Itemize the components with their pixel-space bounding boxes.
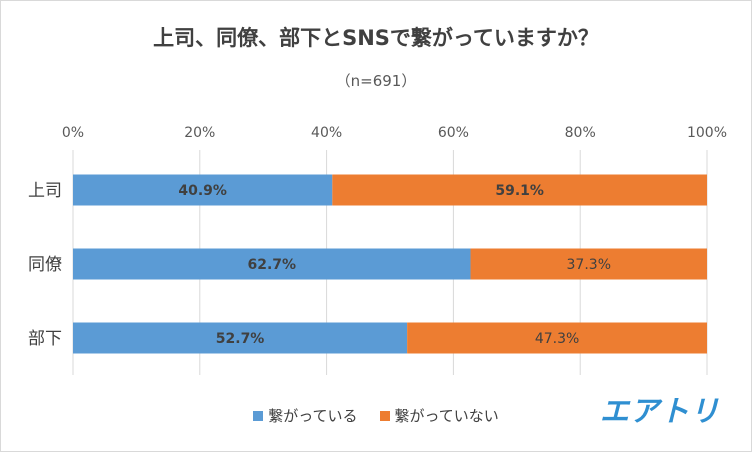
- bar-segment: [73, 322, 408, 354]
- bar-segment: [73, 174, 333, 206]
- x-tick-label: 100%: [687, 125, 727, 141]
- bar-segment: [73, 248, 471, 280]
- bar-segment: [332, 174, 707, 206]
- x-tick-label: 80%: [565, 125, 596, 141]
- category-label: 部下: [28, 329, 62, 349]
- legend-label-not-connected: 繋がっていない: [394, 407, 499, 425]
- legend-item-connected: 繋がっている: [253, 405, 358, 426]
- data-label: 59.1%: [495, 183, 544, 199]
- legend-swatch-connected: [253, 410, 264, 421]
- legend-label-connected: 繋がっている: [268, 407, 358, 425]
- brand-logo: エアトリ: [600, 394, 721, 428]
- bar-segment: [470, 248, 707, 280]
- x-tick-label: 20%: [184, 125, 215, 141]
- chart-title: 上司、同僚、部下とSNSで繋がっていますか？: [153, 26, 599, 50]
- x-tick-label: 0%: [62, 125, 84, 141]
- chart-subtitle: （n=691）: [335, 72, 417, 90]
- data-label: 62.7%: [247, 257, 296, 273]
- chart-legend: 繋がっている 繋がっていない: [0, 405, 752, 426]
- category-label: 上司: [28, 181, 62, 201]
- x-tick-label: 40%: [311, 125, 342, 141]
- data-label: 37.3%: [567, 257, 611, 273]
- data-label: 47.3%: [535, 331, 579, 347]
- category-label: 同僚: [28, 255, 62, 275]
- data-label: 52.7%: [216, 331, 265, 347]
- legend-swatch-not-connected: [379, 410, 390, 421]
- bar-segment: [407, 322, 707, 354]
- x-tick-label: 60%: [438, 125, 469, 141]
- data-label: 40.9%: [178, 183, 227, 199]
- legend-item-not-connected: 繋がっていない: [379, 405, 499, 426]
